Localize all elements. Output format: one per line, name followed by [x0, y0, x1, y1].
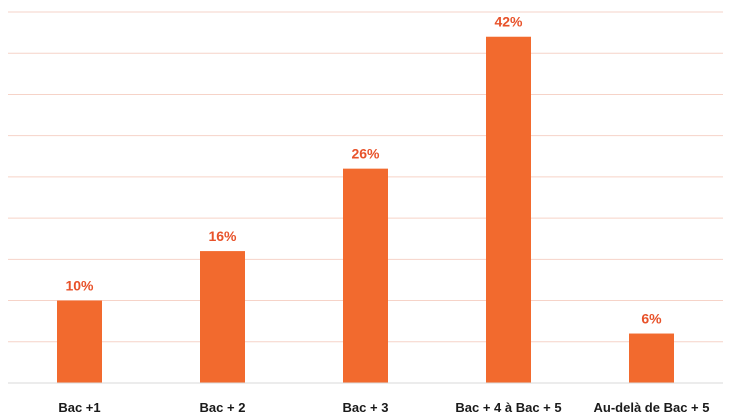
x-tick-label: Bac + 4 à Bac + 5: [455, 400, 561, 415]
data-label: 6%: [641, 311, 662, 327]
data-label: 16%: [208, 228, 237, 244]
bar: [343, 168, 388, 383]
x-tick-label: Bac +1: [58, 400, 100, 415]
bar: [629, 333, 674, 383]
data-labels: 10% 16% 26% 42% 6%: [65, 14, 662, 327]
x-tick-label: Bac + 2: [200, 400, 246, 415]
data-label: 10%: [65, 278, 94, 294]
data-label: 42%: [494, 14, 523, 30]
x-tick-label: Bac + 3: [343, 400, 389, 415]
data-label: 26%: [351, 146, 380, 162]
bar: [57, 300, 102, 383]
bar: [200, 251, 245, 383]
bars: [57, 36, 674, 383]
bar: [486, 36, 531, 383]
x-tick-label: Au-delà de Bac + 5: [594, 400, 710, 415]
x-tick-labels: Bac +1 Bac + 2 Bac + 3 Bac + 4 à Bac + 5 Au-…: [58, 400, 709, 415]
